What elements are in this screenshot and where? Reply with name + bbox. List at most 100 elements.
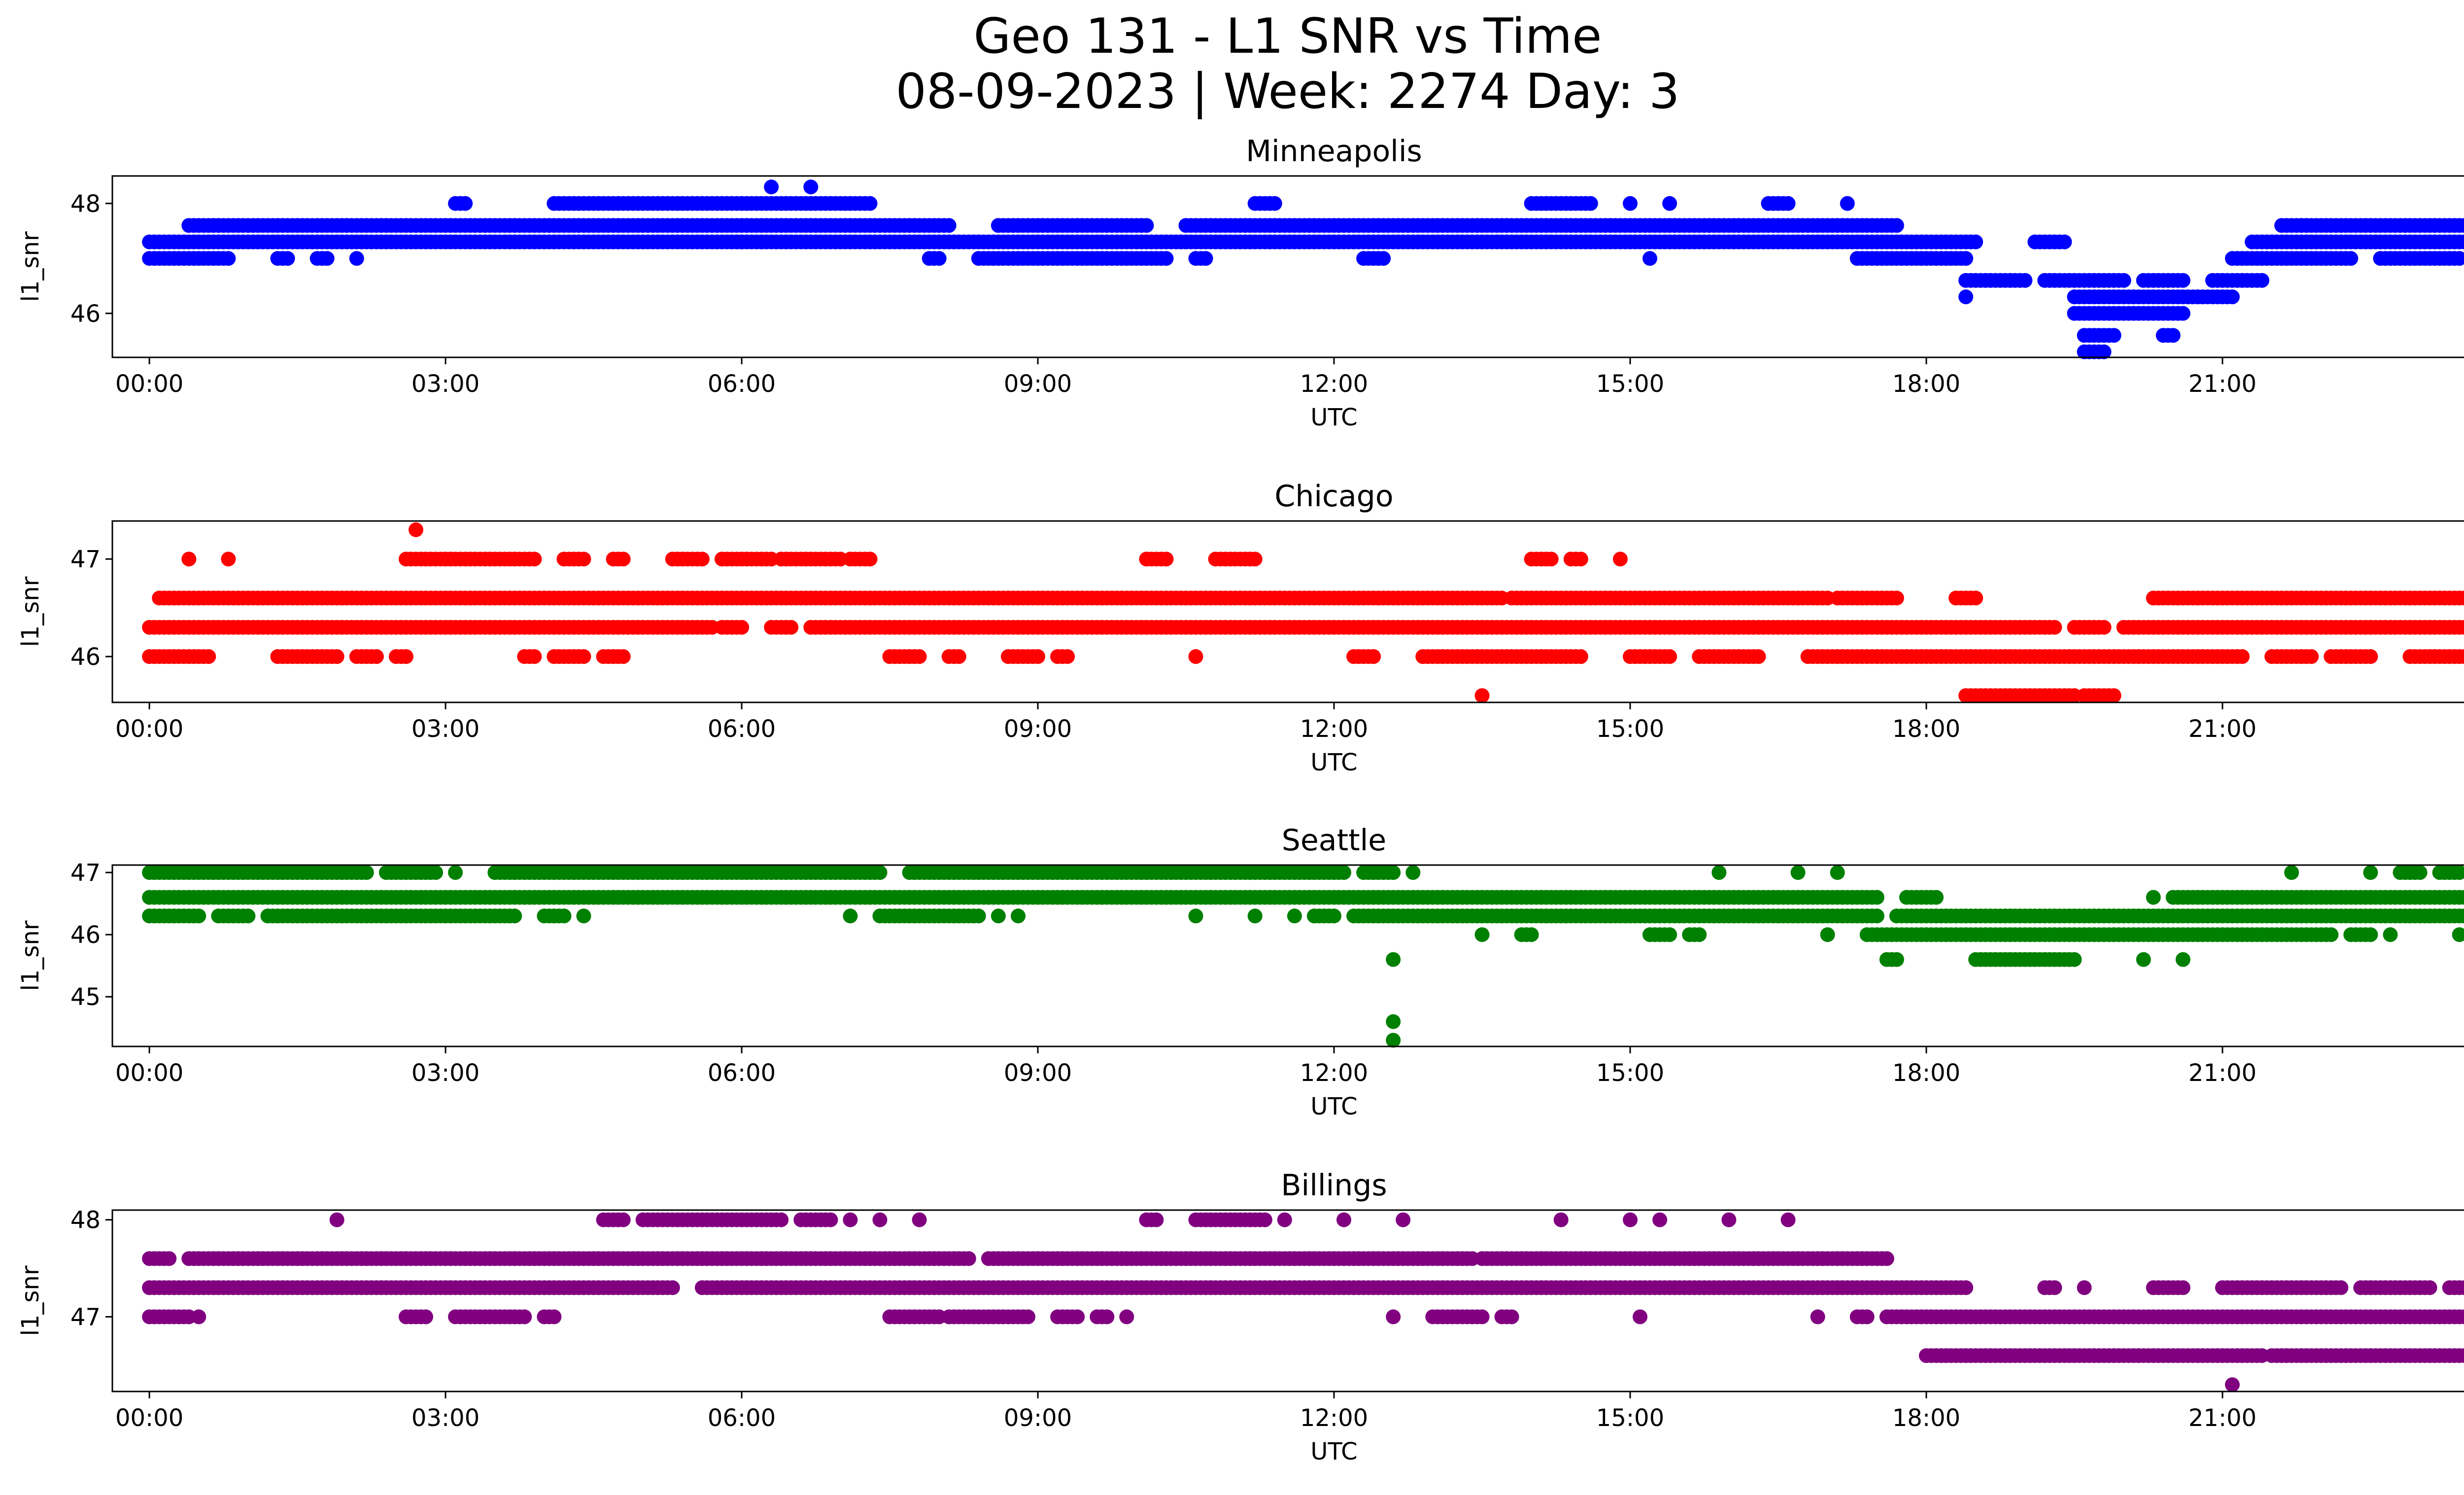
data-point [1327, 908, 1341, 924]
data-point [2175, 273, 2190, 288]
x-tick-label: 15:00 [1596, 1059, 1664, 1087]
data-point [2462, 1350, 2464, 1361]
data-point [1751, 649, 1766, 664]
data-point [951, 649, 966, 664]
data-point [1386, 1033, 1401, 1048]
data-point [576, 649, 591, 664]
data-point [991, 908, 1006, 924]
data-point [1859, 1309, 1875, 1324]
data-point [862, 196, 878, 211]
data-point [1889, 952, 1904, 967]
axes-frame [111, 1209, 2464, 1392]
data-point [507, 908, 522, 924]
data-point [576, 552, 591, 567]
data-point [1198, 251, 1213, 266]
data-point [971, 908, 986, 924]
data-point [201, 649, 216, 664]
data-point [1159, 552, 1174, 567]
data-point [2136, 952, 2151, 967]
data-point [2462, 1311, 2464, 1322]
data-point [1543, 552, 1559, 567]
data-point [409, 522, 423, 537]
data-point [1553, 1212, 1569, 1227]
x-tick-label: 12:00 [1300, 715, 1368, 743]
data-point [616, 1212, 631, 1227]
data-point [1790, 865, 1806, 880]
data-point [784, 620, 799, 635]
data-point [1396, 1212, 1411, 1227]
data-point [931, 251, 947, 266]
data-point [616, 649, 631, 664]
data-point [1159, 251, 1174, 266]
data-point [1662, 649, 1677, 664]
x-tick-label: 15:00 [1596, 715, 1664, 743]
x-tick-label: 06:00 [708, 715, 776, 743]
data-point [1405, 865, 1421, 880]
data-point [221, 552, 236, 567]
y-tick-label: 46 [70, 643, 101, 671]
x-axis-label: UTC [1310, 1093, 1357, 1120]
data-point [1889, 218, 1904, 233]
data-point [872, 865, 888, 880]
data-point [359, 865, 374, 880]
data-point [2067, 952, 2082, 967]
data-point [319, 251, 335, 266]
data-point [191, 1309, 206, 1324]
data-point [191, 908, 206, 924]
data-point [2363, 649, 2378, 664]
x-tick-label: 18:00 [1892, 1059, 1960, 1087]
data-point [527, 649, 542, 664]
data-point [2462, 892, 2464, 903]
data-point [527, 552, 542, 567]
data-point [1247, 908, 1263, 924]
title-line-1: Geo 131 - L1 SNR vs Time [973, 8, 1602, 65]
data-point [2452, 927, 2464, 942]
data-point [1099, 1309, 1115, 1324]
data-point [2457, 218, 2464, 233]
data-point [2018, 273, 2033, 288]
x-tick-label: 00:00 [115, 1059, 183, 1087]
x-tick-label: 12:00 [1300, 1059, 1368, 1087]
data-point [1070, 1309, 1085, 1324]
data-point [823, 1212, 838, 1227]
data-point [1820, 927, 1835, 942]
data-point [556, 908, 572, 924]
title-line-2: 08-09-2023 | Week: 2274 Day: 3 [895, 64, 1680, 120]
data-point [1277, 1212, 1292, 1227]
data-point [1662, 927, 1677, 942]
data-point [912, 649, 927, 664]
x-tick-label: 18:00 [1892, 370, 1960, 398]
data-point [1376, 251, 1391, 266]
y-tick-label: 47 [70, 1303, 101, 1331]
data-point [1583, 196, 1598, 211]
scatter-points [142, 522, 2464, 703]
y-axis-label: l1_snr [17, 1265, 44, 1336]
data-point [843, 1212, 858, 1227]
data-point [1662, 196, 1677, 211]
data-point [1623, 1212, 1638, 1227]
data-point [2047, 1280, 2062, 1295]
x-tick-label: 21:00 [2189, 1059, 2257, 1087]
data-point [2224, 1377, 2240, 1392]
data-point [1623, 196, 1638, 211]
data-point [1840, 196, 1855, 211]
subplot-title: Chicago [1274, 479, 1393, 514]
y-axis-label: l1_snr [17, 920, 44, 991]
data-point [2175, 306, 2190, 321]
data-point [2343, 251, 2359, 266]
data-point [843, 908, 858, 924]
data-point [2146, 890, 2161, 905]
data-point [2116, 273, 2131, 288]
data-point [1011, 908, 1026, 924]
data-point [862, 552, 878, 567]
x-tick-label: 03:00 [411, 1059, 479, 1087]
data-point [665, 1280, 680, 1295]
figure-title: Geo 131 - L1 SNR vs Time 08-09-2023 | We… [0, 9, 2464, 119]
data-point [2304, 649, 2319, 664]
data-point [1386, 1014, 1401, 1029]
x-tick-label: 12:00 [1300, 370, 1368, 398]
data-point [774, 1212, 789, 1227]
data-point [576, 908, 591, 924]
data-point [2462, 651, 2464, 662]
